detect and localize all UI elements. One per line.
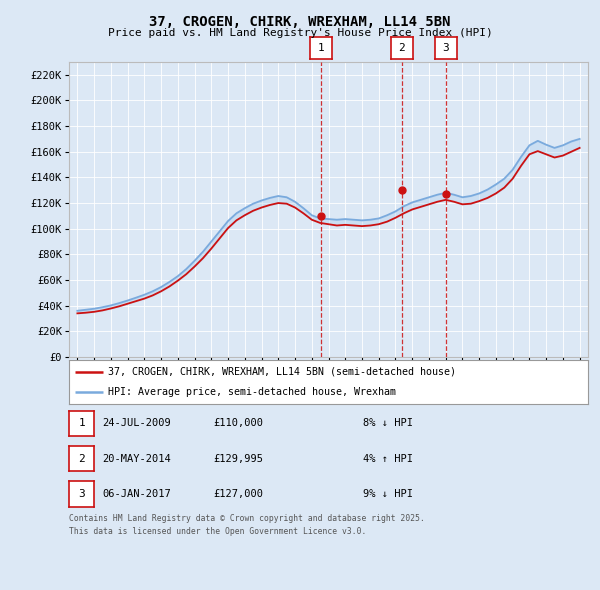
Text: 24-JUL-2009: 24-JUL-2009 xyxy=(102,418,171,428)
Text: 20-MAY-2014: 20-MAY-2014 xyxy=(102,454,171,464)
Text: 1: 1 xyxy=(78,418,85,428)
Text: £129,995: £129,995 xyxy=(213,454,263,464)
Text: 37, CROGEN, CHIRK, WREXHAM, LL14 5BN (semi-detached house): 37, CROGEN, CHIRK, WREXHAM, LL14 5BN (se… xyxy=(108,367,456,377)
Text: 9% ↓ HPI: 9% ↓ HPI xyxy=(363,489,413,499)
Text: Price paid vs. HM Land Registry's House Price Index (HPI): Price paid vs. HM Land Registry's House … xyxy=(107,28,493,38)
Text: 3: 3 xyxy=(78,489,85,499)
Text: £110,000: £110,000 xyxy=(213,418,263,428)
Text: Contains HM Land Registry data © Crown copyright and database right 2025.: Contains HM Land Registry data © Crown c… xyxy=(69,514,425,523)
Text: 4% ↑ HPI: 4% ↑ HPI xyxy=(363,454,413,464)
Text: This data is licensed under the Open Government Licence v3.0.: This data is licensed under the Open Gov… xyxy=(69,527,367,536)
Text: 1: 1 xyxy=(318,43,325,53)
Text: 3: 3 xyxy=(443,43,449,53)
Text: 06-JAN-2017: 06-JAN-2017 xyxy=(102,489,171,499)
Text: 2: 2 xyxy=(78,454,85,464)
Text: £127,000: £127,000 xyxy=(213,489,263,499)
Text: 2: 2 xyxy=(398,43,405,53)
Text: HPI: Average price, semi-detached house, Wrexham: HPI: Average price, semi-detached house,… xyxy=(108,387,396,397)
Text: 8% ↓ HPI: 8% ↓ HPI xyxy=(363,418,413,428)
Text: 37, CROGEN, CHIRK, WREXHAM, LL14 5BN: 37, CROGEN, CHIRK, WREXHAM, LL14 5BN xyxy=(149,15,451,29)
